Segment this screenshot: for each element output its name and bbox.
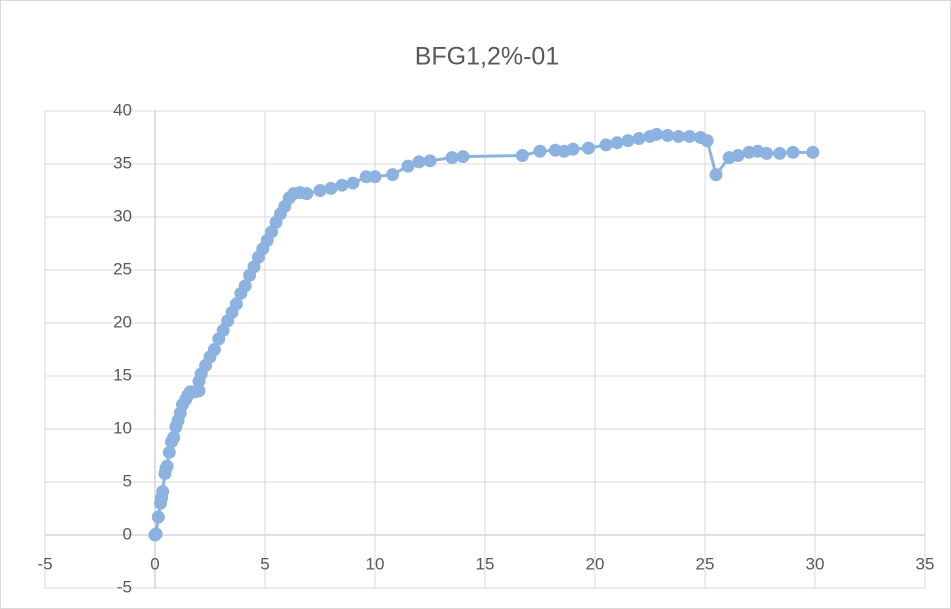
data-point xyxy=(709,168,723,182)
data-point xyxy=(683,129,697,143)
chart-title: BFG1,2%-01 xyxy=(415,43,560,71)
data-point xyxy=(515,149,529,163)
data-point xyxy=(456,150,470,164)
x-tick-label: 10 xyxy=(366,554,385,573)
x-tick-label: 15 xyxy=(476,554,495,573)
data-point xyxy=(335,178,349,192)
y-tick-label: 0 xyxy=(123,524,132,543)
data-point xyxy=(160,459,174,473)
data-point xyxy=(156,485,170,499)
data-point xyxy=(806,145,820,159)
y-tick-label: 15 xyxy=(113,365,132,384)
data-point xyxy=(386,168,400,182)
x-tick-label: 35 xyxy=(916,554,935,573)
data-point xyxy=(672,129,686,143)
data-point xyxy=(610,136,624,150)
x-tick-label: 20 xyxy=(586,554,605,573)
data-point xyxy=(149,527,163,541)
data-point xyxy=(151,510,165,524)
y-tick-label: 35 xyxy=(113,153,132,172)
data-point xyxy=(760,146,774,160)
data-point xyxy=(621,134,635,148)
y-tick-label: 10 xyxy=(113,418,132,437)
data-point xyxy=(445,151,459,165)
y-tick-label: 30 xyxy=(113,206,132,225)
data-point xyxy=(229,297,243,311)
data-point xyxy=(731,149,745,163)
y-tick-label: 25 xyxy=(113,259,132,278)
data-point xyxy=(566,142,580,156)
x-tick-label: 25 xyxy=(696,554,715,573)
data-point xyxy=(412,155,426,169)
data-point xyxy=(162,445,176,459)
data-point xyxy=(368,170,382,184)
data-point xyxy=(313,184,327,197)
y-tick-label: 40 xyxy=(113,100,132,119)
x-tick-label: 5 xyxy=(260,554,269,573)
data-point xyxy=(661,128,675,142)
data-point xyxy=(786,145,800,159)
data-point xyxy=(167,430,181,444)
data-point xyxy=(324,181,338,195)
data-point xyxy=(533,144,547,158)
data-point xyxy=(423,154,437,168)
data-point xyxy=(401,159,415,173)
data-point xyxy=(207,343,221,356)
x-tick-label: 0 xyxy=(150,554,159,573)
x-tick-label: 30 xyxy=(806,554,825,573)
data-point xyxy=(346,176,360,190)
data-point xyxy=(238,279,252,293)
data-point xyxy=(192,384,206,398)
data-point xyxy=(773,146,787,160)
y-tick-label: 5 xyxy=(123,471,132,490)
data-point xyxy=(700,134,714,148)
data-point xyxy=(650,127,664,141)
data-point xyxy=(300,187,314,201)
data-point xyxy=(599,138,613,152)
y-tick-label: -5 xyxy=(117,577,132,596)
y-tick-label: 20 xyxy=(113,312,132,331)
data-point xyxy=(632,132,646,146)
data-point xyxy=(581,141,595,155)
x-tick-label: -5 xyxy=(37,554,52,573)
